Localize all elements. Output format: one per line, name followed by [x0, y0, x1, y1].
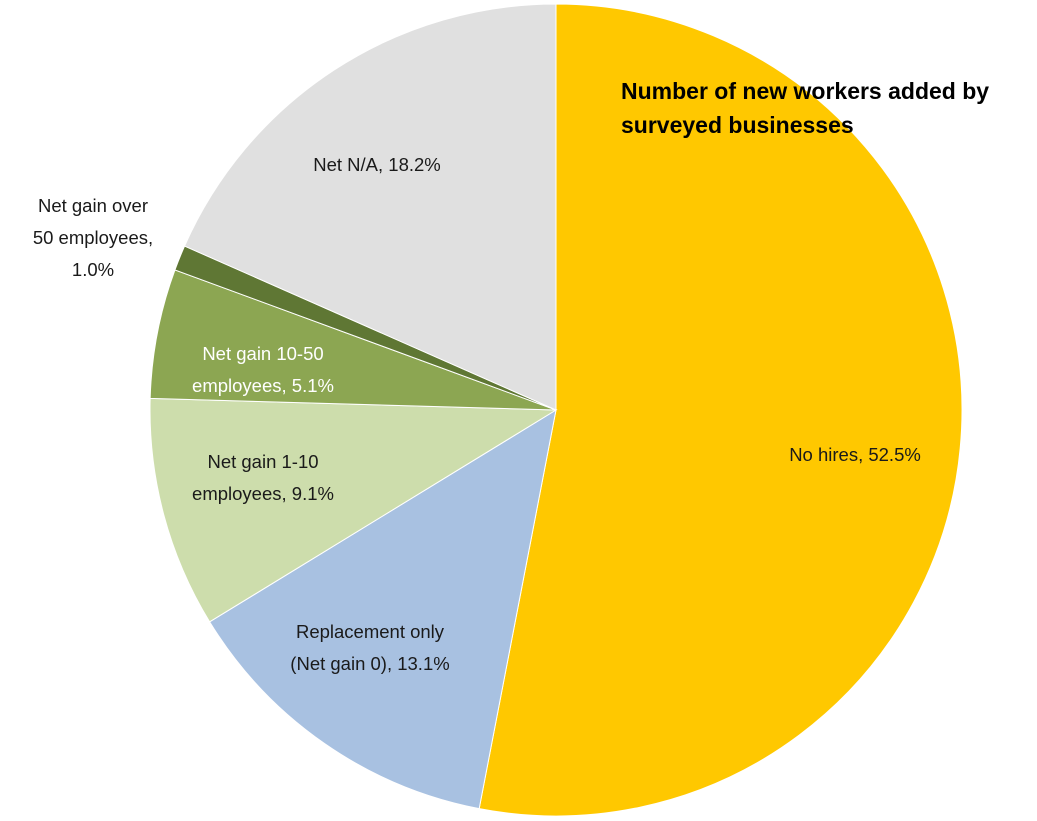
pie-slice-net-n-a	[183, 3, 557, 411]
pie-slices	[149, 3, 963, 817]
data-label-replacement-only-net-gain-0: Replacement only (Net gain 0), 13.1%	[290, 621, 449, 674]
chart-title: Number of new workers added by surveyed …	[621, 78, 990, 138]
pie-labels: No hires, 52.5% Replacement only (Net gain…	[33, 154, 921, 674]
data-label-net-gain-over-50-employees: Net gain over 50 employees, 1.0%	[33, 195, 153, 280]
pie-slice-net-gain-1-10-employees	[149, 397, 558, 623]
data-label-net-n-a: Net N/A, 18.2%	[313, 154, 441, 175]
data-label-net-gain-10-50-employees: Net gain 10-50 employees, 5.1%	[192, 343, 334, 396]
pie-slice-no-hires	[478, 3, 963, 817]
pie-slice-replacement-only-net-gain-0	[208, 408, 557, 810]
data-label-net-gain-1-10-employees: Net gain 1-10 employees, 9.1%	[192, 451, 334, 504]
data-label-no-hires: No hires, 52.5%	[789, 444, 921, 465]
